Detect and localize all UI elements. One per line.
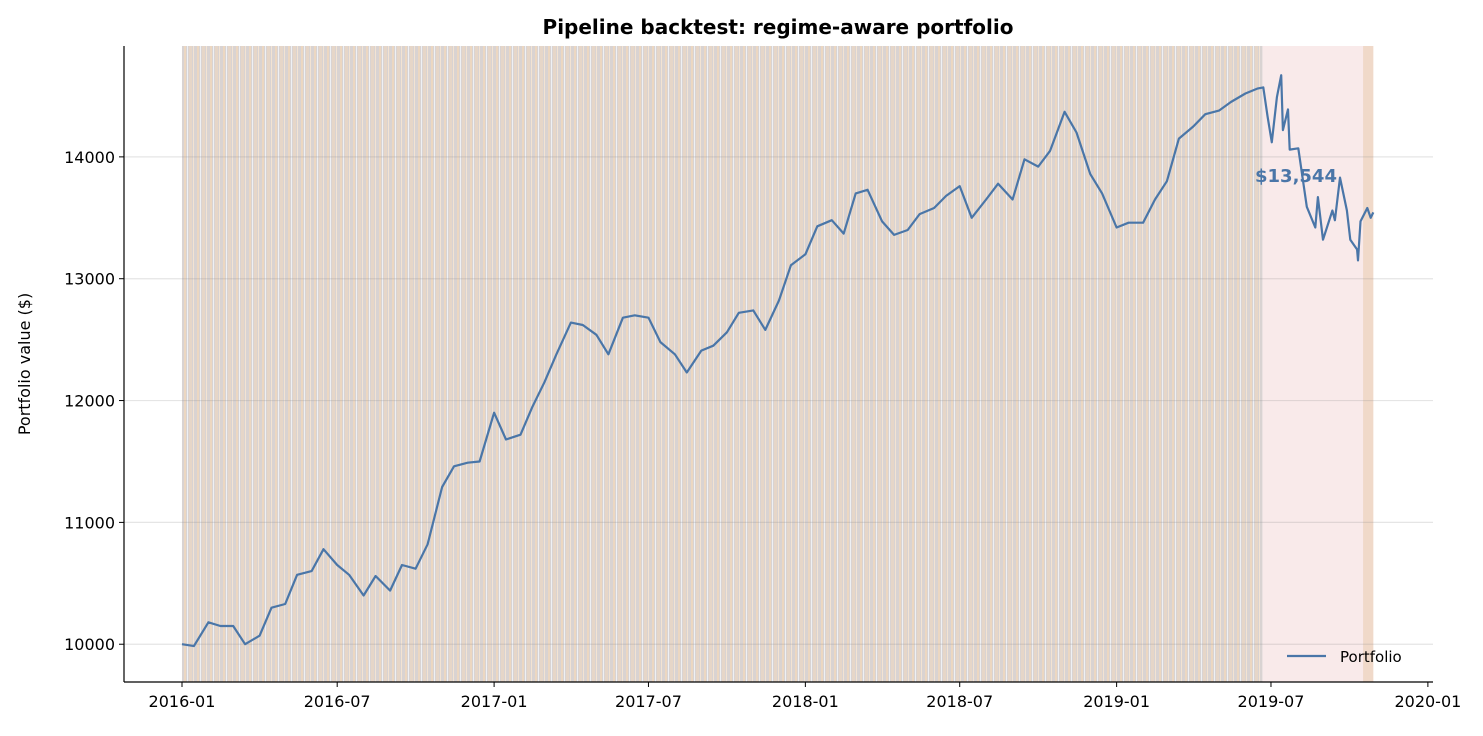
x-tick-label: 2019-01: [1083, 692, 1150, 711]
legend-label-portfolio: Portfolio: [1340, 648, 1402, 666]
y-tick-label: 10000: [64, 635, 115, 654]
x-tick-label: 2017-07: [615, 692, 682, 711]
regime-shading: [181, 46, 1374, 682]
grid-lines: [124, 156, 1433, 645]
regime-band-orange: [1363, 46, 1374, 682]
x-tick-label: 2018-01: [772, 692, 839, 711]
portfolio-line: [181, 74, 1375, 648]
x-tick-label: 2019-07: [1238, 692, 1305, 711]
regime-band-mixed: [181, 46, 1263, 682]
y-tick-label: 12000: [64, 392, 115, 411]
x-tick-label: 2018-07: [926, 692, 993, 711]
y-tick-label: 14000: [64, 148, 115, 167]
x-tick-label: 2016-07: [304, 692, 371, 711]
y-axis-ticks: 10000 11000 12000 13000 14000: [64, 148, 124, 654]
x-tick-label: 2017-01: [461, 692, 528, 711]
final-value-annotation: $13,544: [1255, 166, 1337, 187]
x-axis-ticks: 2016-01 2016-07 2017-01 2017-07 2018-01 2018-…: [149, 682, 1461, 711]
chart-title: Pipeline backtest: regime-aware portfoli…: [543, 15, 1014, 39]
y-tick-label: 11000: [64, 513, 115, 532]
regime-band-stress: [1262, 46, 1374, 682]
legend: Portfolio: [1287, 648, 1402, 666]
x-tick-label: 2020-01: [1394, 692, 1461, 711]
x-tick-label: 2016-01: [149, 692, 216, 711]
y-axis-label: Portfolio value ($): [15, 293, 34, 435]
y-tick-label: 13000: [64, 270, 115, 289]
